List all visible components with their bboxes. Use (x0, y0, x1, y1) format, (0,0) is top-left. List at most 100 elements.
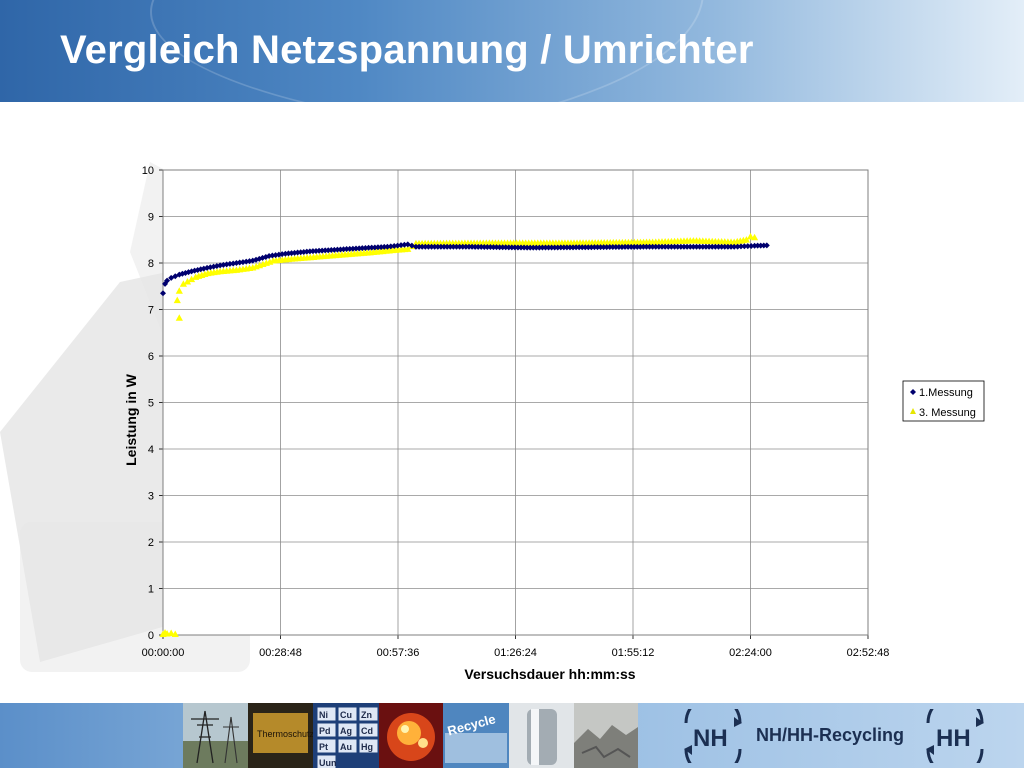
element-cell (316, 754, 337, 768)
data-point-interp (505, 244, 512, 251)
series-1 (160, 241, 770, 297)
periodic-table-photo-icon: Ni Cu Zn Pd Ag Cd Pt Au Hg Uun (313, 703, 379, 768)
data-point-interp (437, 243, 444, 250)
x-tick-label: 02:24:00 (729, 647, 772, 659)
data-point-interp (401, 241, 408, 248)
data-point-interp (453, 243, 460, 250)
element-cell (316, 722, 337, 738)
legend-marker-diamond (910, 389, 916, 395)
title-banner: Vergleich Netzspannung / Umrichter (0, 0, 1024, 102)
y-tick-label: 9 (148, 212, 154, 224)
legend: 1.Messung 3. Messung (902, 380, 985, 422)
footer-bar: Thermoschutz Ni Cu Zn Pd Ag Cd Pt Au Hg Uun Recyc… (0, 703, 1024, 768)
data-point-interp (487, 244, 494, 251)
data-point-interp (591, 244, 598, 251)
y-tick-label: 2 (148, 537, 154, 549)
data-point-interp (533, 244, 540, 251)
data-point-interp (665, 243, 672, 250)
x-axis-tick-labels: 00:00:00 00:28:48 00:57:36 01:26:24 01:55:12… (142, 647, 890, 659)
data-point-interp (622, 243, 629, 250)
data-point-interp (469, 243, 476, 250)
data-point-interp (576, 244, 583, 251)
data-point (731, 243, 738, 250)
data-point-interp (478, 243, 485, 250)
data-point (527, 244, 534, 251)
slide-title: Vergleich Netzspannung / Umrichter (60, 28, 754, 72)
data-point-interp (554, 244, 561, 251)
data-point-interp (475, 243, 482, 250)
data-point (171, 630, 179, 637)
power-line-photo-icon (183, 703, 248, 768)
data-point-interp (447, 243, 454, 250)
y-tick-label: 1 (148, 584, 154, 596)
data-point-interp (582, 244, 589, 251)
data-point-interp (444, 243, 451, 250)
data-point-interp (699, 243, 706, 250)
data-point-interp (709, 243, 716, 250)
element-symbol: Cd (361, 726, 373, 736)
data-point-interp (425, 243, 432, 250)
data-point (160, 290, 166, 297)
data-point-interp (493, 244, 500, 251)
data-point-interp (499, 244, 506, 251)
data-point-interp (585, 244, 592, 251)
data-point-interp (702, 243, 709, 250)
data-point-interp (502, 244, 509, 251)
data-point (746, 232, 755, 240)
data-point (649, 243, 656, 250)
data-point (183, 278, 192, 285)
data-point-interp (684, 243, 691, 250)
data-point-interp (721, 243, 728, 250)
data-point-interp (579, 244, 586, 251)
data-point-interp (748, 242, 755, 249)
data-point-interp (570, 244, 577, 251)
data-point-interp (450, 243, 457, 250)
data-point-interp (397, 242, 404, 249)
data-point-interp (462, 243, 469, 250)
element-cell (358, 706, 379, 722)
data-point-interp (539, 244, 546, 251)
data-point-interp (511, 244, 518, 251)
data-point-interp (394, 242, 401, 249)
data-point-interp (434, 243, 441, 250)
element-cell (358, 738, 379, 754)
series-3 (175, 314, 183, 321)
element-cell (316, 706, 337, 722)
fiber-optic-photo-icon (379, 703, 443, 768)
data-point-interp (637, 243, 644, 250)
data-point-interp (609, 244, 616, 251)
y-axis-tick-labels: 0 1 2 3 4 5 6 7 8 9 10 (142, 165, 154, 642)
data-point (179, 280, 187, 287)
data-point-interp (631, 243, 638, 250)
data-point-interp (737, 243, 744, 250)
data-point-interp (551, 244, 558, 251)
data-point-interp (718, 243, 725, 250)
x-tick-label: 00:28:48 (259, 647, 302, 659)
y-axis-label: Leistung in W (123, 373, 139, 466)
data-point-interp (687, 243, 694, 250)
nh-hh-recycling-logo: NH HH (684, 709, 984, 763)
data-point (690, 243, 697, 250)
data-point (384, 243, 391, 250)
data-point-interp (441, 243, 448, 250)
legend-label-series-1: 1.Messung (919, 387, 973, 399)
data-point-interp (566, 244, 573, 251)
data-point (175, 314, 183, 321)
data-point (763, 242, 770, 249)
element-symbol: Au (340, 742, 352, 752)
data-point-interp (563, 244, 570, 251)
data-point-interp (514, 244, 521, 251)
data-point (588, 244, 595, 251)
y-tick-label: 3 (148, 491, 154, 503)
data-point-interp (542, 244, 549, 251)
series-2 (159, 232, 759, 637)
data-series (159, 232, 770, 637)
plot-area-border (162, 169, 869, 636)
y-tick-label: 4 (148, 444, 154, 456)
y-tick-label: 5 (148, 398, 154, 410)
element-symbol: Ag (340, 726, 352, 736)
data-point-interp (706, 243, 713, 250)
nh-logo-text: NH (693, 725, 728, 752)
data-point-interp (744, 243, 751, 250)
